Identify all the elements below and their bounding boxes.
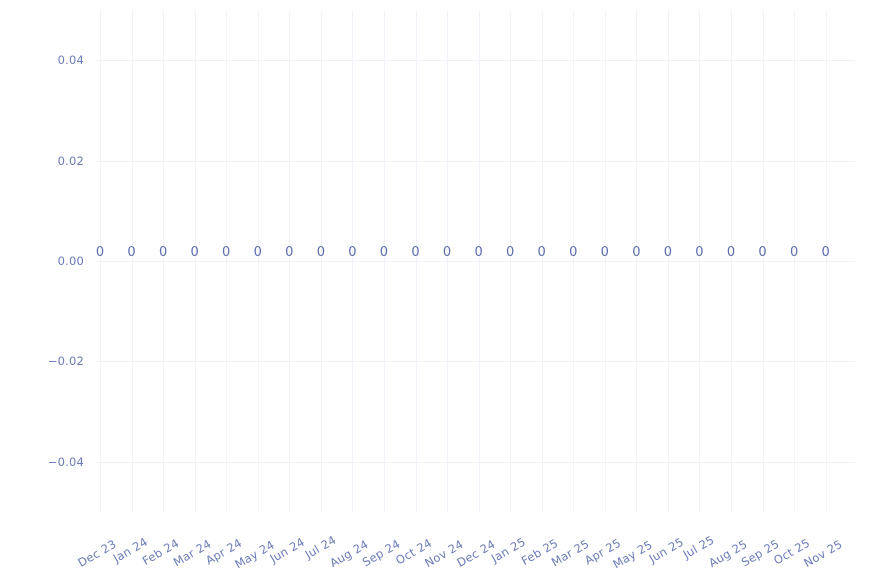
data-point-label: 0 — [537, 245, 546, 260]
gridline-vertical — [257, 10, 259, 512]
data-point-label: 0 — [348, 245, 357, 260]
data-point-label: 0 — [285, 245, 294, 260]
gridline-vertical — [383, 10, 385, 512]
plot-area: 0 0 0 0 0 0 0 0 0 0 0 0 0 0 0 0 0 0 0 0 0 0 0 0 — [95, 10, 855, 512]
data-point-label: 0 — [411, 245, 420, 260]
data-point-label: 0 — [190, 245, 199, 260]
gridline-vertical — [636, 10, 638, 512]
gridline-vertical — [226, 10, 228, 512]
data-point-label: 0 — [663, 245, 673, 260]
gridline-vertical — [825, 10, 827, 512]
data-point-label: 0 — [789, 245, 799, 260]
data-point-label: 0 — [695, 245, 704, 260]
data-point-label: 0 — [442, 245, 452, 260]
gridline-vertical — [510, 10, 512, 512]
gridline-vertical — [667, 10, 669, 512]
y-axis-tick-label: 0.00 — [57, 254, 84, 268]
gridline-vertical — [573, 10, 575, 512]
data-point-label: 0 — [632, 245, 641, 260]
gridline-horizontal — [96, 261, 855, 262]
data-point-label: 0 — [726, 245, 736, 260]
data-point-label: 0 — [95, 245, 105, 260]
gridline-vertical — [352, 10, 354, 512]
data-point-label: 0 — [821, 245, 830, 260]
y-axis: 0.04 0.02 0.00 −0.02 −0.04 — [0, 10, 84, 512]
data-point-label: 0 — [316, 245, 325, 260]
gridline-vertical — [699, 10, 701, 512]
data-point-label: 0 — [253, 245, 262, 260]
data-point-label: 0 — [379, 245, 389, 260]
gridline-horizontal — [96, 361, 855, 363]
data-point-label: 0 — [569, 245, 578, 260]
data-point-label: 0 — [158, 245, 168, 260]
gridline-horizontal — [96, 60, 855, 62]
y-axis-tick-label: −0.02 — [47, 354, 84, 369]
gridline-horizontal — [96, 160, 855, 162]
gridline-vertical — [194, 10, 196, 512]
gridline-vertical — [478, 10, 480, 512]
y-axis-tick-label: 0.02 — [57, 153, 84, 168]
gridline-vertical — [415, 10, 417, 512]
x-axis: Dec 23 Jan 24 Feb 24 Mar 24 Apr 24 May 24 Jun … — [75, 512, 844, 571]
data-point-label: 0 — [474, 245, 483, 260]
data-point-label: 0 — [506, 245, 515, 260]
data-point-label: 0 — [600, 245, 609, 260]
gridline-vertical — [762, 10, 764, 512]
y-axis-tick-label: −0.04 — [47, 454, 84, 469]
gridline-vertical — [541, 10, 543, 512]
gridline-vertical — [447, 10, 449, 512]
gridline-vertical — [163, 10, 165, 512]
gridline-vertical — [320, 10, 322, 512]
gridline-vertical — [604, 10, 606, 512]
data-point-label: 0 — [127, 245, 136, 260]
gridline-horizontal — [96, 461, 855, 463]
y-axis-tick-label: 0.04 — [57, 53, 84, 68]
gridline-vertical — [289, 10, 291, 512]
data-point-label: 0 — [758, 245, 767, 260]
data-point-label: 0 — [222, 245, 231, 260]
gridline-vertical — [794, 10, 796, 512]
gridline-vertical — [731, 10, 732, 512]
gridline-vertical — [100, 10, 101, 512]
gridline-vertical — [131, 10, 133, 512]
